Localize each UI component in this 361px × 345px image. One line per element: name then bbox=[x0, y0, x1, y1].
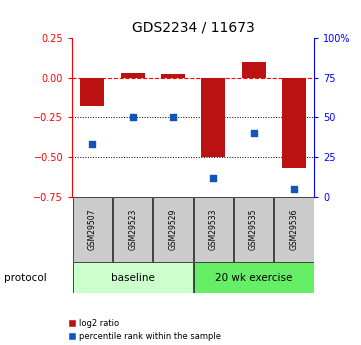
Text: GSM29535: GSM29535 bbox=[249, 209, 258, 250]
Bar bbox=[113, 197, 152, 262]
Legend: log2 ratio, percentile rank within the sample: log2 ratio, percentile rank within the s… bbox=[69, 319, 221, 341]
Point bbox=[170, 115, 176, 120]
Text: GSM29529: GSM29529 bbox=[169, 209, 178, 250]
Bar bbox=[73, 197, 112, 262]
Text: GSM29536: GSM29536 bbox=[290, 209, 299, 250]
Bar bbox=[73, 262, 193, 293]
Text: baseline: baseline bbox=[111, 273, 155, 283]
Bar bbox=[193, 262, 314, 293]
Bar bbox=[274, 197, 314, 262]
Text: GSM29507: GSM29507 bbox=[88, 209, 97, 250]
Text: GSM29533: GSM29533 bbox=[209, 209, 218, 250]
Bar bbox=[121, 73, 145, 78]
Point bbox=[130, 115, 135, 120]
Text: 20 wk exercise: 20 wk exercise bbox=[215, 273, 292, 283]
Point bbox=[251, 130, 256, 136]
Point bbox=[210, 175, 216, 180]
Bar bbox=[153, 197, 193, 262]
Bar bbox=[201, 78, 225, 157]
Bar bbox=[282, 78, 306, 168]
Point bbox=[291, 186, 297, 191]
Bar bbox=[80, 78, 104, 106]
Bar bbox=[161, 75, 185, 78]
Text: GSM29523: GSM29523 bbox=[128, 209, 137, 250]
Text: protocol: protocol bbox=[4, 273, 46, 283]
Bar bbox=[193, 197, 233, 262]
Title: GDS2234 / 11673: GDS2234 / 11673 bbox=[132, 20, 255, 34]
Bar bbox=[242, 62, 266, 78]
Bar bbox=[234, 197, 273, 262]
Point bbox=[90, 141, 95, 147]
